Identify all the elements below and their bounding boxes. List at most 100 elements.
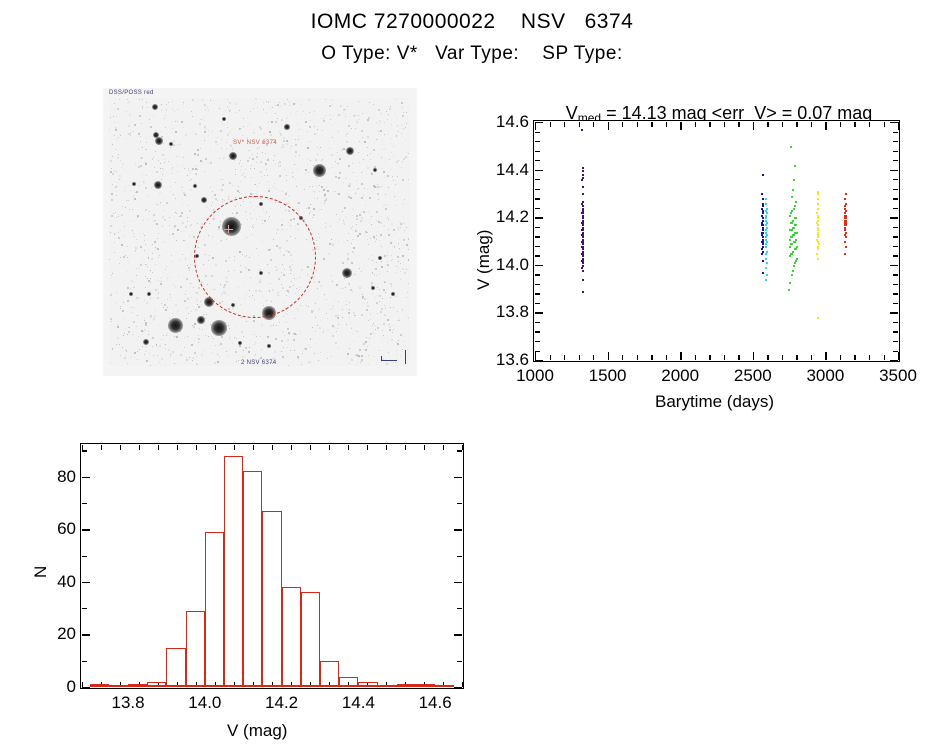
data-point: [794, 164, 797, 167]
sky-noise-pixel: [162, 173, 164, 175]
sky-noise-pixel: [241, 134, 243, 136]
sky-noise-pixel: [150, 346, 152, 348]
sky-noise-pixel: [216, 151, 218, 153]
sky-noise-pixel: [283, 168, 285, 170]
sky-noise-pixel: [320, 320, 322, 322]
sky-noise-pixel: [208, 134, 209, 136]
sky-noise-pixel: [184, 300, 187, 303]
sky-noise-pixel: [340, 288, 341, 290]
sky-noise-pixel: [109, 278, 111, 280]
sky-noise-pixel: [264, 346, 266, 348]
sky-noise-pixel: [285, 140, 288, 143]
sky-noise-pixel: [378, 155, 380, 157]
sky-noise-pixel: [383, 335, 385, 337]
sky-noise-pixel: [262, 141, 264, 143]
sky-noise-pixel: [395, 161, 398, 164]
data-point: [791, 243, 794, 246]
sky-noise-pixel: [374, 268, 377, 271]
data-point: [581, 250, 584, 253]
sky-noise-pixel: [405, 127, 407, 129]
sky-noise-pixel: [376, 220, 378, 222]
data-point: [761, 243, 764, 246]
sky-noise-pixel: [143, 331, 145, 333]
sky-noise-pixel: [255, 183, 257, 185]
sky-noise-pixel: [115, 128, 118, 131]
sky-noise-pixel: [179, 246, 181, 248]
data-point: [794, 224, 796, 227]
sky-noise-pixel: [117, 326, 120, 329]
sky-noise-pixel: [278, 165, 280, 167]
sky-noise-pixel: [145, 321, 147, 324]
axis-tick: [291, 445, 293, 450]
sky-noise-pixel: [249, 110, 251, 112]
sky-noise-pixel: [124, 226, 125, 228]
sky-noise-pixel: [298, 353, 300, 354]
sky-noise-pixel: [309, 213, 311, 215]
sky-noise-pixel: [114, 109, 116, 111]
sky-noise-pixel: [394, 145, 396, 147]
sky-noise-pixel: [178, 150, 181, 153]
sky-noise-pixel: [194, 173, 197, 176]
sky-noise-pixel: [342, 317, 344, 319]
light-curve-y-axis-label: V (mag): [474, 229, 493, 290]
sky-noise-pixel: [362, 270, 364, 272]
sky-noise-pixel: [149, 269, 151, 271]
magnitude-histogram-plot: [80, 443, 464, 689]
sky-noise-pixel: [142, 262, 144, 264]
sky-noise-pixel: [117, 237, 119, 239]
data-point: [792, 188, 794, 191]
sky-noise-pixel: [150, 314, 153, 317]
sky-noise-pixel: [401, 123, 403, 126]
dss-sky-image: [109, 98, 409, 366]
sky-noise-pixel: [360, 355, 363, 358]
sky-noise-pixel: [173, 235, 176, 238]
y-tick-label: 40: [57, 571, 76, 591]
axis-tick: [825, 352, 827, 360]
sky-noise-pixel: [380, 244, 382, 246]
data-point: [790, 229, 793, 232]
sky-noise-pixel: [209, 324, 211, 326]
sky-noise-pixel: [395, 99, 397, 101]
sky-noise-pixel: [130, 134, 132, 136]
sky-noise-pixel: [189, 270, 191, 272]
sky-noise-pixel: [203, 171, 205, 173]
data-point: [765, 224, 768, 227]
sky-noise-pixel: [291, 191, 293, 193]
sky-noise-pixel: [335, 161, 337, 163]
sky-noise-pixel: [396, 175, 398, 177]
x-tick-label: 3500: [879, 366, 917, 385]
sky-noise-pixel: [200, 162, 203, 165]
sky-noise-pixel: [393, 229, 396, 232]
sky-noise-pixel: [180, 120, 183, 123]
axis-tick: [348, 682, 350, 687]
sky-noise-pixel: [166, 272, 169, 275]
axis-tick: [329, 682, 331, 687]
sky-noise-pixel: [375, 185, 378, 188]
sky-noise-pixel: [349, 309, 351, 310]
sky-noise-pixel: [152, 219, 155, 222]
sky-noise-pixel: [140, 330, 143, 333]
sky-noise-pixel: [229, 181, 232, 184]
field-star: [151, 103, 159, 111]
sky-noise-pixel: [383, 148, 386, 151]
sky-noise-pixel: [245, 331, 248, 334]
sky-noise-pixel: [173, 284, 175, 286]
sky-noise-pixel: [302, 159, 304, 160]
sky-noise-pixel: [195, 315, 197, 317]
sky-noise-pixel: [159, 254, 161, 256]
sky-noise-pixel: [367, 251, 369, 253]
sky-noise-pixel: [180, 167, 182, 168]
sky-noise-pixel: [110, 292, 112, 294]
sky-noise-pixel: [285, 312, 287, 314]
sky-noise-pixel: [375, 261, 377, 263]
sky-noise-pixel: [283, 315, 285, 317]
sky-noise-pixel: [390, 223, 393, 226]
sky-noise-pixel: [371, 216, 373, 218]
data-point: [844, 217, 847, 220]
sky-noise-pixel: [323, 120, 325, 123]
sky-noise-pixel: [157, 237, 159, 239]
sky-noise-pixel: [152, 157, 154, 159]
sky-noise-pixel: [390, 124, 392, 126]
sky-noise-pixel: [285, 179, 287, 181]
sky-noise-pixel: [248, 118, 250, 120]
